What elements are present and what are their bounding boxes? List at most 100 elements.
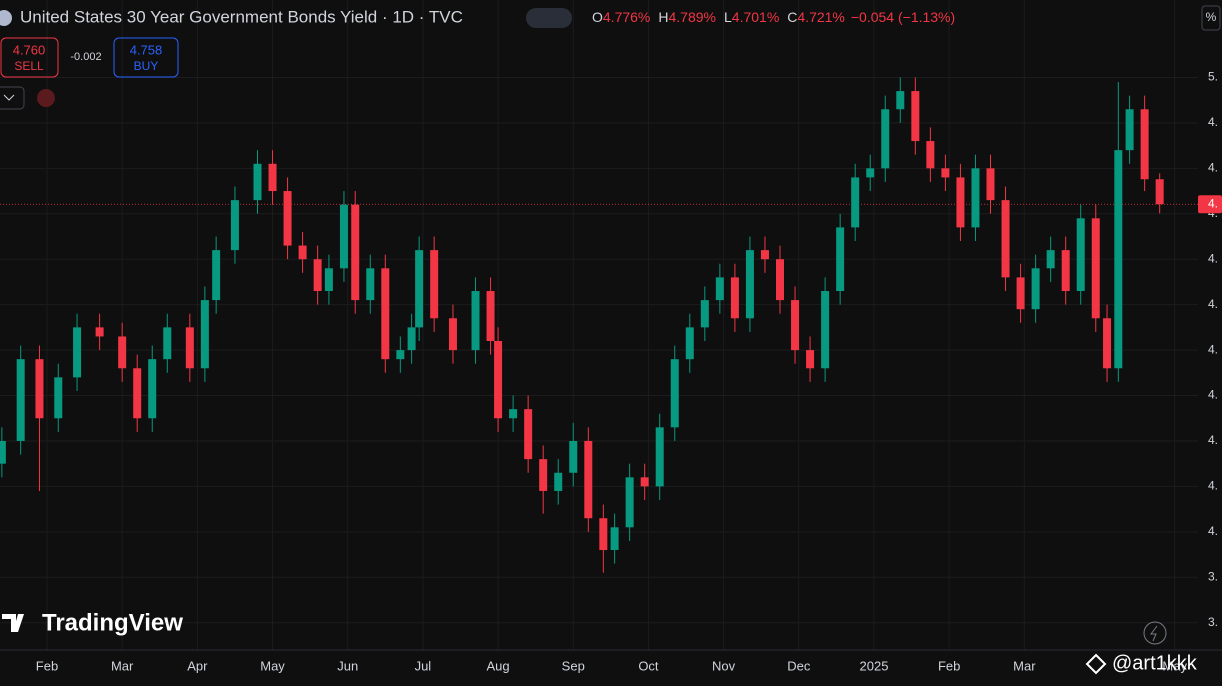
candle-body xyxy=(35,359,44,419)
candle-body xyxy=(584,440,593,519)
candle-body xyxy=(776,259,785,301)
candle-body xyxy=(640,477,649,487)
y-tick-label: 3. xyxy=(1208,615,1218,629)
candle-body xyxy=(486,291,495,341)
candle-body xyxy=(791,300,800,351)
y-tick-label: 4. xyxy=(1208,251,1218,265)
candle-body xyxy=(896,91,905,110)
x-tick-label: Jul xyxy=(415,658,432,673)
collapse-button[interactable] xyxy=(0,86,25,110)
candle-body xyxy=(1046,250,1055,269)
candle-body xyxy=(745,250,754,319)
candle-body xyxy=(212,250,221,301)
candle-body xyxy=(509,409,518,419)
candle-body xyxy=(956,177,965,228)
candle-body xyxy=(298,245,307,260)
price-axis xyxy=(1198,0,1222,650)
candle-body xyxy=(971,168,980,228)
y-tick-label: 5. xyxy=(1208,70,1218,84)
bolt-icon xyxy=(1150,625,1158,642)
candle-body xyxy=(569,440,578,473)
candle-body xyxy=(655,427,664,487)
candle-body xyxy=(730,277,739,319)
logo-text: TradingView xyxy=(42,609,183,636)
y-tick-label: 4. xyxy=(1208,297,1218,311)
x-tick-label: Feb xyxy=(938,658,960,673)
x-tick-label: Mar xyxy=(111,658,134,673)
candle-body xyxy=(1103,318,1112,369)
x-tick-label: Oct xyxy=(638,658,659,673)
candle-body xyxy=(941,168,950,178)
spread: -0.002 xyxy=(70,51,101,63)
sell-label: SELL xyxy=(14,59,44,73)
candle-body xyxy=(836,227,845,292)
candle-body xyxy=(685,327,694,360)
candle-body xyxy=(1076,218,1085,292)
x-tick-label: Feb xyxy=(36,658,58,673)
candle-body xyxy=(54,377,63,419)
candle-body xyxy=(806,350,815,369)
y-tick-label: 4. xyxy=(1208,388,1218,402)
candle-body xyxy=(911,91,920,142)
chart-title: United States 30 Year Government Bonds Y… xyxy=(20,7,463,26)
alert-icon[interactable] xyxy=(37,89,55,107)
candle-body xyxy=(625,477,634,528)
x-tick-label: Sep xyxy=(562,658,585,673)
candle-body xyxy=(381,268,390,360)
sell-button[interactable] xyxy=(0,37,59,78)
candle-body xyxy=(73,327,82,378)
candle-body xyxy=(821,291,830,369)
candle-body xyxy=(230,200,239,251)
candle-body xyxy=(16,359,25,441)
x-tick-label: May xyxy=(1162,658,1187,673)
candle-body xyxy=(268,163,277,192)
candle-body xyxy=(448,318,457,351)
y-tick-label: 4. xyxy=(1208,342,1218,356)
buy-price: 4.758 xyxy=(130,42,163,57)
candle-body xyxy=(133,368,142,419)
candle-body xyxy=(200,300,209,369)
candle-body xyxy=(610,527,619,551)
sell-price: 4.760 xyxy=(13,42,46,57)
replay-icon[interactable] xyxy=(1143,621,1167,645)
candle-body xyxy=(866,168,875,178)
candle-body xyxy=(118,336,127,369)
scale-button[interactable] xyxy=(1201,5,1221,31)
ohlc-value: 4.721% xyxy=(797,9,844,25)
y-tick-label: 4. xyxy=(1208,115,1218,129)
watermark: @art1kkk xyxy=(1112,652,1198,674)
buy-button[interactable] xyxy=(113,37,179,78)
candle-body xyxy=(539,459,548,491)
ohlc-key: L xyxy=(724,9,732,25)
candle-body xyxy=(313,259,322,292)
candle-body xyxy=(253,163,262,201)
chevron-icon xyxy=(3,94,15,101)
candle-body xyxy=(163,327,172,360)
indicator-toggle[interactable] xyxy=(526,8,572,28)
logo-icon xyxy=(2,614,24,632)
candle-body xyxy=(1155,179,1164,205)
candle-body xyxy=(1016,277,1025,310)
candle-body xyxy=(1031,268,1040,310)
price-tag-label: 4. xyxy=(1208,196,1218,210)
candle-body xyxy=(986,168,995,201)
x-tick-label: May xyxy=(260,658,285,673)
x-tick-label: 2025 xyxy=(860,658,889,673)
ohlc-value: 4.789% xyxy=(669,9,716,25)
ohlc-key: C xyxy=(787,9,797,25)
candle-body xyxy=(715,277,724,301)
candle-body xyxy=(1125,109,1134,151)
candle-body xyxy=(524,409,533,460)
candle-body xyxy=(1001,200,1010,278)
candle-body xyxy=(0,440,6,464)
y-tick-label: 4. xyxy=(1208,524,1218,538)
ohlc-key: H xyxy=(658,9,668,25)
x-tick-label: Nov xyxy=(712,658,736,673)
candle-body xyxy=(407,327,416,351)
candle-body xyxy=(700,300,709,328)
x-tick-label: Mar xyxy=(1013,658,1036,673)
y-tick-label: 4. xyxy=(1208,479,1218,493)
x-tick-label: Aug xyxy=(487,658,510,673)
